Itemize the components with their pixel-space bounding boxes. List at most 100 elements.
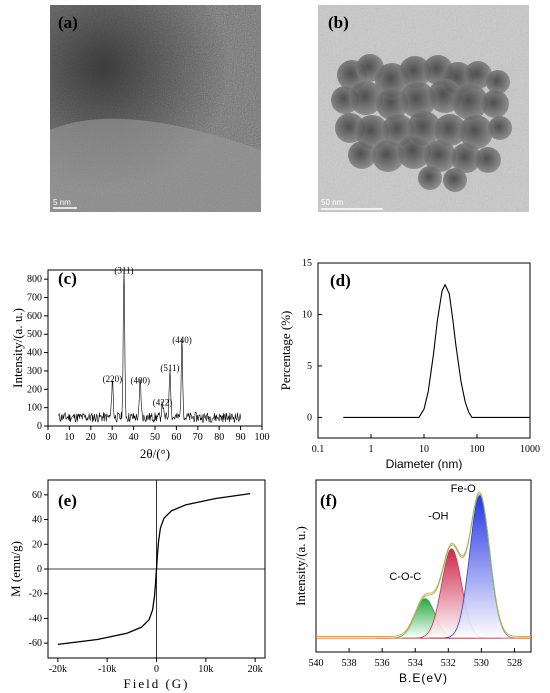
x-tick-label: -20k — [49, 664, 67, 675]
magnetization-curve — [57, 492, 251, 646]
y-tick-label: 0 — [37, 421, 42, 432]
chart-magnetization: -20k -10k 0 10k 20k -60 -40 -20 0 20 40 60 Field (G)… — [8, 479, 266, 691]
xrd-pattern-line — [58, 269, 241, 423]
x-tick-label: 30 — [107, 432, 117, 443]
nanoparticle — [349, 81, 383, 115]
x-tick-label: 534 — [408, 658, 423, 669]
chart-xrd: 0 10 20 30 40 50 60 70 80 90 100 0 100 200 300 400 500 60… — [10, 266, 270, 461]
nanoparticle — [451, 143, 481, 173]
y-tick-label: -60 — [29, 638, 42, 649]
x-tick-label: 10 — [419, 444, 429, 455]
x-tick-label: 528 — [507, 658, 522, 669]
nanoparticle — [348, 141, 376, 169]
x-tick-label: 40 — [129, 432, 139, 443]
x-tick-label: 1000 — [520, 444, 540, 455]
x-tick-label: 100 — [255, 432, 270, 443]
x-tick-label: 100 — [470, 444, 485, 455]
nanoparticle — [459, 115, 493, 149]
x-axis-title: Field (G) — [123, 676, 189, 691]
x-tick-label: 60 — [171, 432, 181, 443]
y-tick-label: 20 — [32, 539, 42, 550]
x-tick-label: 536 — [375, 658, 390, 669]
peak-label: (511) — [160, 363, 179, 373]
y-tick-label: 0 — [37, 564, 42, 575]
nanoparticle — [399, 56, 431, 88]
nanoparticle — [488, 116, 512, 140]
plot-frame — [315, 479, 532, 653]
nanoparticle-cluster — [331, 54, 512, 192]
x-tick-label: 540 — [309, 658, 324, 669]
panel-label-e: (e) — [58, 491, 77, 510]
nanoparticle — [475, 147, 501, 173]
nanoparticle — [452, 84, 488, 120]
panel-a: (a) 5 nm — [50, 5, 261, 212]
x-tick-label: 1 — [369, 444, 374, 455]
peak-label: (400) — [130, 376, 150, 386]
x-tick-label: 10k — [198, 664, 213, 675]
y-tick-label: 5 — [307, 361, 312, 372]
x-tick-label: 538 — [342, 658, 357, 669]
xps-label-oh: -OH — [428, 511, 448, 523]
xps-label-feo: Fe-O — [451, 483, 477, 495]
y-tick-label: 15 — [302, 258, 312, 269]
panel-label-f: (f) — [320, 491, 337, 510]
y-axis-title: Intensity/(a. u.) — [10, 308, 25, 388]
chart-size-distribution: 0.1 1 10 100 1000 0 5 10 15 Diameter (nm) Percenta… — [278, 258, 540, 471]
x-tick-label: 20 — [86, 432, 96, 443]
y-tick-label: 10 — [302, 309, 312, 320]
x-tick-label: 50 — [150, 432, 160, 443]
x-tick-label: 70 — [193, 432, 203, 443]
y-tick-label: 60 — [32, 490, 42, 501]
nanoparticle — [355, 115, 389, 149]
y-tick-label: 800 — [27, 274, 42, 285]
y-axis-title: Percentage (%) — [278, 311, 293, 391]
nanoparticle — [464, 61, 492, 89]
y-axis-title: M (emu/g) — [8, 541, 23, 597]
y-tick-label: 700 — [27, 293, 42, 304]
panel-label-a: (a) — [58, 13, 78, 32]
nanoparticle — [424, 140, 456, 172]
x-axis-title: Diameter (nm) — [386, 457, 463, 471]
x-tick-label: 0.1 — [312, 444, 325, 455]
nanoparticle — [443, 168, 467, 192]
nanoparticle — [486, 70, 510, 94]
nanoparticle — [376, 88, 408, 120]
x-tick-label: 10 — [64, 432, 74, 443]
y-tick-label: 300 — [27, 366, 42, 377]
panel-label-c: (c) — [58, 269, 77, 288]
distribution-line — [343, 284, 530, 418]
panel-b: (b) 50 nm — [318, 5, 529, 212]
y-axis-title: Intensity/(a. u.) — [293, 526, 308, 606]
y-tick-label: 100 — [27, 403, 42, 414]
nanoparticle — [397, 135, 431, 169]
x-axis-title: B.E(eV) — [399, 671, 448, 685]
tem-light-region-a — [50, 118, 261, 212]
nanoparticle — [481, 90, 509, 118]
y-tick-label: 500 — [27, 329, 42, 340]
x-tick-label: -10k — [98, 664, 116, 675]
y-tick-label: 400 — [27, 348, 42, 359]
x-tick-label: 0 — [46, 432, 51, 443]
x-axis-title: 2θ/(°) — [140, 446, 170, 461]
nanoparticle — [372, 140, 404, 172]
nanoparticle — [400, 82, 436, 118]
peak-label: (311) — [114, 266, 133, 276]
y-tick-label: -20 — [29, 589, 42, 600]
y-tick-label: 200 — [27, 384, 42, 395]
peak-label: (422) — [153, 398, 173, 408]
x-tick-label: 80 — [214, 432, 224, 443]
y-tick-label: 0 — [307, 412, 312, 423]
nanoparticle — [434, 114, 466, 146]
xps-label-coc: C-O-C — [389, 571, 421, 583]
chart-xps: 540 538 536 534 532 530 528 C-O-C -OH Fe-O B.E(eV)… — [293, 479, 532, 685]
y-tick-label: 600 — [27, 311, 42, 322]
x-tick-label: 20k — [248, 664, 263, 675]
x-tick-label: 530 — [474, 658, 489, 669]
x-tick-label: 532 — [441, 658, 456, 669]
peak-label: (220) — [103, 374, 123, 384]
y-tick-label: -40 — [29, 613, 42, 624]
panel-label-b: (b) — [328, 13, 349, 32]
nanoparticle — [418, 166, 442, 190]
y-tick-label: 40 — [32, 515, 42, 526]
